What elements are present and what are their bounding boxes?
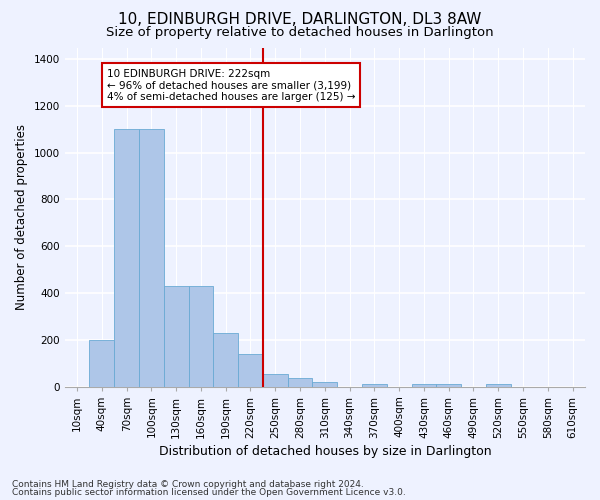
Y-axis label: Number of detached properties: Number of detached properties [15, 124, 28, 310]
Bar [114, 130, 139, 386]
Bar [164, 286, 188, 386]
Bar [238, 354, 263, 386]
Bar [287, 378, 313, 386]
Bar [486, 384, 511, 386]
Bar [139, 130, 164, 386]
Text: 10 EDINBURGH DRIVE: 222sqm
← 96% of detached houses are smaller (3,199)
4% of se: 10 EDINBURGH DRIVE: 222sqm ← 96% of deta… [107, 68, 355, 102]
Bar [214, 333, 238, 386]
Bar [362, 384, 387, 386]
Bar [89, 340, 114, 386]
Bar [412, 384, 436, 386]
Bar [313, 382, 337, 386]
Text: 10, EDINBURGH DRIVE, DARLINGTON, DL3 8AW: 10, EDINBURGH DRIVE, DARLINGTON, DL3 8AW [118, 12, 482, 28]
Bar [263, 374, 287, 386]
Bar [188, 286, 214, 386]
Text: Contains public sector information licensed under the Open Government Licence v3: Contains public sector information licen… [12, 488, 406, 497]
X-axis label: Distribution of detached houses by size in Darlington: Distribution of detached houses by size … [158, 444, 491, 458]
Text: Size of property relative to detached houses in Darlington: Size of property relative to detached ho… [106, 26, 494, 39]
Text: Contains HM Land Registry data © Crown copyright and database right 2024.: Contains HM Land Registry data © Crown c… [12, 480, 364, 489]
Bar [436, 384, 461, 386]
